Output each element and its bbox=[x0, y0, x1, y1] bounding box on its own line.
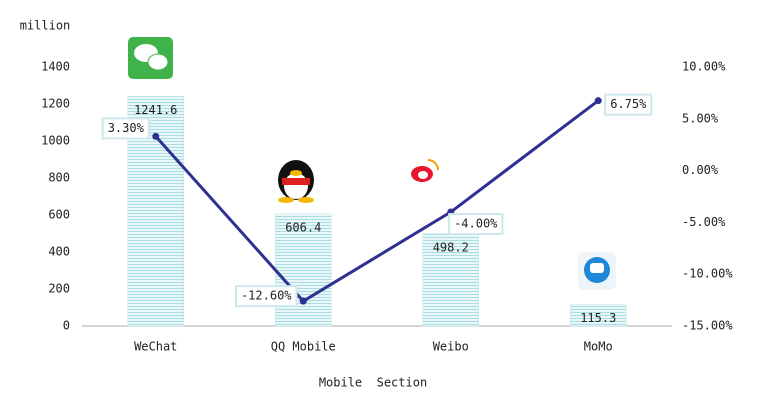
y2-tick-label: -15.00% bbox=[682, 319, 733, 333]
y-tick-label: 200 bbox=[48, 282, 70, 296]
line bbox=[154, 99, 600, 304]
x-tick-label: MoMo bbox=[584, 340, 613, 354]
y-tick-label: 600 bbox=[48, 208, 70, 222]
y2-tick-label: 10.00% bbox=[682, 60, 726, 74]
bar-value-label: 498.2 bbox=[433, 240, 469, 254]
y-tick-label: 1000 bbox=[41, 134, 70, 148]
wechat-icon bbox=[128, 37, 173, 79]
line-value-label: 3.30% bbox=[108, 121, 145, 135]
bar bbox=[422, 233, 479, 327]
y-axis-label: million bbox=[20, 19, 71, 33]
line-point bbox=[152, 132, 160, 140]
label-box bbox=[101, 117, 150, 140]
label-box bbox=[448, 213, 504, 236]
weibo-icon bbox=[411, 159, 484, 182]
label-box bbox=[234, 285, 298, 308]
y-tick-label: 0 bbox=[63, 319, 70, 333]
bar bbox=[570, 304, 627, 327]
y2-tick-label: -10.00% bbox=[682, 267, 733, 281]
bar-value-label: 606.4 bbox=[285, 220, 321, 234]
qq-icon bbox=[278, 160, 314, 203]
y-tick-label: 1400 bbox=[41, 60, 70, 74]
x-axis-label: Mobile Section bbox=[319, 376, 427, 390]
bar-value-label: 115.3 bbox=[580, 311, 616, 325]
line-value-label: -4.00% bbox=[454, 217, 498, 231]
y2-tick-label: -5.00% bbox=[682, 215, 726, 229]
line-point bbox=[299, 297, 307, 305]
label-box bbox=[604, 93, 653, 116]
y2-tick-label: 5.00% bbox=[682, 111, 719, 125]
line-point bbox=[594, 97, 602, 105]
y-tick-label: 800 bbox=[48, 171, 70, 185]
momo-icon bbox=[578, 252, 616, 290]
x-tick-label: WeChat bbox=[134, 340, 177, 354]
line-value-label: -12.60% bbox=[241, 289, 292, 303]
line-value-label: 6.75% bbox=[610, 97, 647, 111]
x-tick-label: Weibo bbox=[433, 340, 469, 354]
x-tick-label: QQ Mobile bbox=[271, 340, 336, 354]
bar-value-label: 1241.6 bbox=[134, 103, 177, 117]
y2-tick-label: 0.00% bbox=[682, 163, 719, 177]
bar bbox=[275, 213, 332, 327]
y-tick-label: 400 bbox=[48, 245, 70, 259]
y-tick-label: 1200 bbox=[41, 97, 70, 111]
